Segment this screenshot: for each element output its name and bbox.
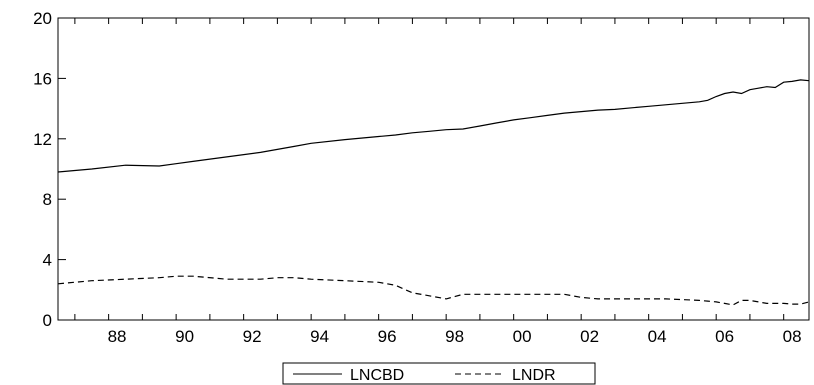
x-tick-label: 00	[513, 327, 532, 346]
x-tick-label: 90	[175, 327, 194, 346]
plot-frame	[57, 17, 810, 321]
y-tick-label: 12	[33, 130, 52, 149]
x-tick-label: 96	[378, 327, 397, 346]
y-tick-label: 0	[43, 311, 52, 330]
y-axis: 0 4 8 12 16 20	[33, 9, 66, 330]
legend-label-lncbd: LNCBD	[350, 367, 404, 384]
x-tick-label: 08	[783, 327, 802, 346]
x-tick-label: 04	[648, 327, 667, 346]
x-axis: 88 90 92 94 96 98 00 02 04 06 08	[74, 18, 802, 346]
y-tick-label: 4	[43, 251, 52, 270]
legend-label-lndr: LNDR	[512, 367, 556, 384]
x-tick-label: 94	[310, 327, 329, 346]
x-tick-label: 02	[580, 327, 599, 346]
y-tick-label: 8	[43, 190, 52, 209]
x-tick-label: 98	[445, 327, 464, 346]
series-line-lndr	[57, 275, 810, 306]
series-layer	[57, 79, 810, 306]
x-tick-label: 06	[715, 327, 734, 346]
legend-box	[282, 362, 596, 385]
x-tick-label: 88	[108, 327, 127, 346]
y-tick-label: 16	[33, 69, 52, 88]
series-line-lncbd	[57, 79, 810, 173]
legend: LNCBD LNDR	[282, 362, 596, 385]
y-tick-label: 20	[33, 9, 52, 28]
x-tick-label: 92	[243, 327, 262, 346]
